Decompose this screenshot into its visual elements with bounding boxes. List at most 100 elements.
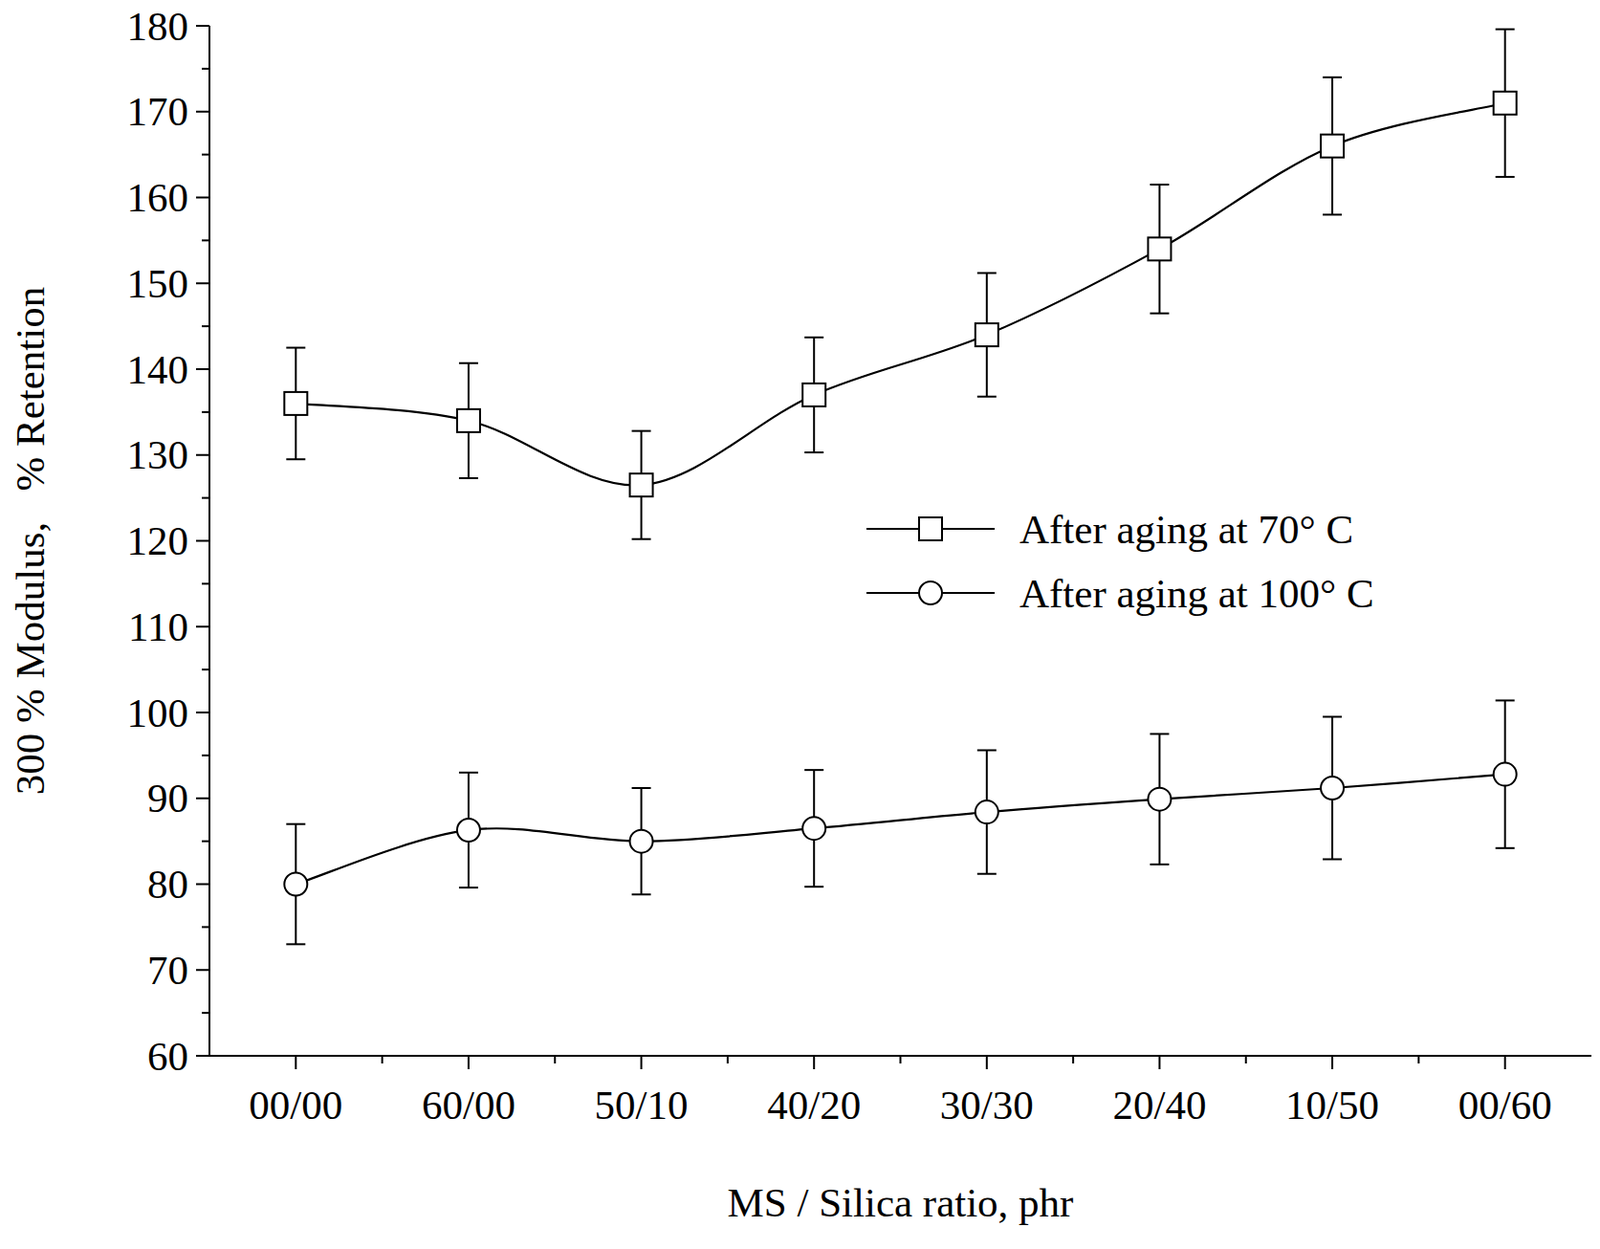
x-tick-label: 50/10	[594, 1082, 689, 1128]
x-minor-tick	[726, 1055, 729, 1064]
data-point	[630, 830, 654, 854]
error-cap	[977, 873, 997, 876]
y-tick	[196, 883, 210, 886]
data-point	[1147, 237, 1171, 261]
error-cap	[459, 771, 479, 774]
series-line	[295, 103, 1505, 486]
y-tick-label: 120	[127, 518, 190, 564]
y-tick-label: 90	[147, 775, 189, 821]
x-tick-label: 20/40	[1112, 1082, 1206, 1128]
y-minor-tick	[201, 925, 210, 928]
x-tick-label: 00/60	[1458, 1082, 1553, 1128]
error-cap	[1495, 175, 1515, 178]
error-cap	[459, 477, 479, 480]
y-tick	[196, 454, 210, 457]
y-tick-label: 100	[127, 690, 190, 736]
y-tick-label: 160	[127, 175, 190, 220]
y-tick	[196, 711, 210, 714]
y-tick-label: 150	[127, 261, 190, 307]
y-tick-label: 110	[128, 604, 189, 650]
error-cap	[1149, 312, 1169, 315]
y-minor-tick	[201, 1011, 210, 1014]
x-tick	[812, 1055, 815, 1070]
plot-area	[284, 29, 1516, 945]
y-tick	[196, 625, 210, 628]
data-point	[802, 816, 826, 840]
y-tick	[196, 282, 210, 285]
x-tick-label: 30/30	[940, 1082, 1034, 1128]
error-cap	[1322, 76, 1342, 79]
error-cap	[285, 942, 306, 945]
x-tick-label: 10/50	[1285, 1082, 1380, 1128]
y-tick	[196, 540, 210, 543]
legend-marker	[919, 581, 943, 605]
y-tick-label: 70	[147, 947, 189, 993]
data-point	[457, 409, 481, 433]
y-tick	[196, 797, 210, 800]
error-cap	[804, 768, 824, 771]
data-point	[630, 473, 654, 497]
error-cap	[632, 893, 652, 896]
legend: After aging at 70° CAfter aging at 100° …	[866, 506, 1375, 616]
x-minor-tick	[553, 1055, 556, 1064]
y-minor-tick	[201, 325, 210, 328]
data-point	[284, 873, 307, 897]
y-minor-tick	[201, 153, 210, 156]
x-minor-tick	[1245, 1055, 1248, 1064]
y-tick-label: 130	[127, 432, 190, 478]
y-minor-tick	[201, 840, 210, 843]
y-minor-tick	[201, 239, 210, 242]
data-point	[1320, 776, 1344, 800]
data-point	[284, 392, 307, 416]
y-minor-tick	[201, 668, 210, 671]
legend-label: After aging at 100° C	[1019, 570, 1375, 616]
error-cap	[632, 787, 652, 790]
error-cap	[977, 271, 997, 274]
data-point	[1493, 91, 1517, 115]
x-tick	[294, 1055, 297, 1070]
error-cap	[285, 458, 306, 461]
x-tick	[467, 1055, 470, 1070]
x-tick	[1504, 1055, 1507, 1070]
error-cap	[285, 823, 306, 826]
y-tick-label: 140	[127, 347, 190, 393]
error-cap	[1322, 213, 1342, 216]
y-tick-label: 60	[147, 1033, 189, 1079]
data-point	[975, 323, 999, 347]
x-axis-label: MS / Silica ratio, phr	[727, 1180, 1074, 1226]
y-minor-tick	[201, 497, 210, 500]
x-tick-label: 00/00	[248, 1082, 343, 1128]
x-tick-label: 40/20	[767, 1082, 861, 1128]
series	[284, 700, 1516, 944]
y-tick-label: 80	[147, 861, 189, 907]
x-tick-label: 60/00	[421, 1082, 516, 1128]
data-point	[1493, 763, 1517, 787]
axes: 60 70 80 90 100 110 120 130 140 150 160 170 180 00/00…	[127, 3, 1593, 1128]
error-cap	[1149, 732, 1169, 735]
y-tick	[196, 1054, 210, 1057]
error-cap	[285, 347, 306, 350]
error-cap	[977, 395, 997, 398]
data-point	[802, 383, 826, 407]
error-cap	[459, 362, 479, 365]
y-tick	[196, 197, 210, 199]
chart: 60 70 80 90 100 110 120 130 140 150 160 170 180 00/00…	[0, 0, 1600, 1249]
error-cap	[1495, 28, 1515, 31]
x-tick	[640, 1055, 643, 1070]
y-tick-label: 180	[127, 3, 190, 49]
x-tick	[1331, 1055, 1334, 1070]
y-tick-label: 170	[127, 88, 190, 134]
y-minor-tick	[201, 411, 210, 414]
error-cap	[1495, 847, 1515, 850]
y-tick	[196, 110, 210, 113]
error-cap	[977, 748, 997, 751]
x-minor-tick	[1072, 1055, 1074, 1064]
series	[284, 29, 1516, 540]
error-cap	[804, 336, 824, 339]
y-minor-tick	[201, 67, 210, 70]
data-point	[975, 800, 999, 824]
error-cap	[1495, 699, 1515, 702]
y-tick	[196, 24, 210, 27]
data-point	[457, 818, 481, 842]
data-point	[1147, 788, 1171, 811]
